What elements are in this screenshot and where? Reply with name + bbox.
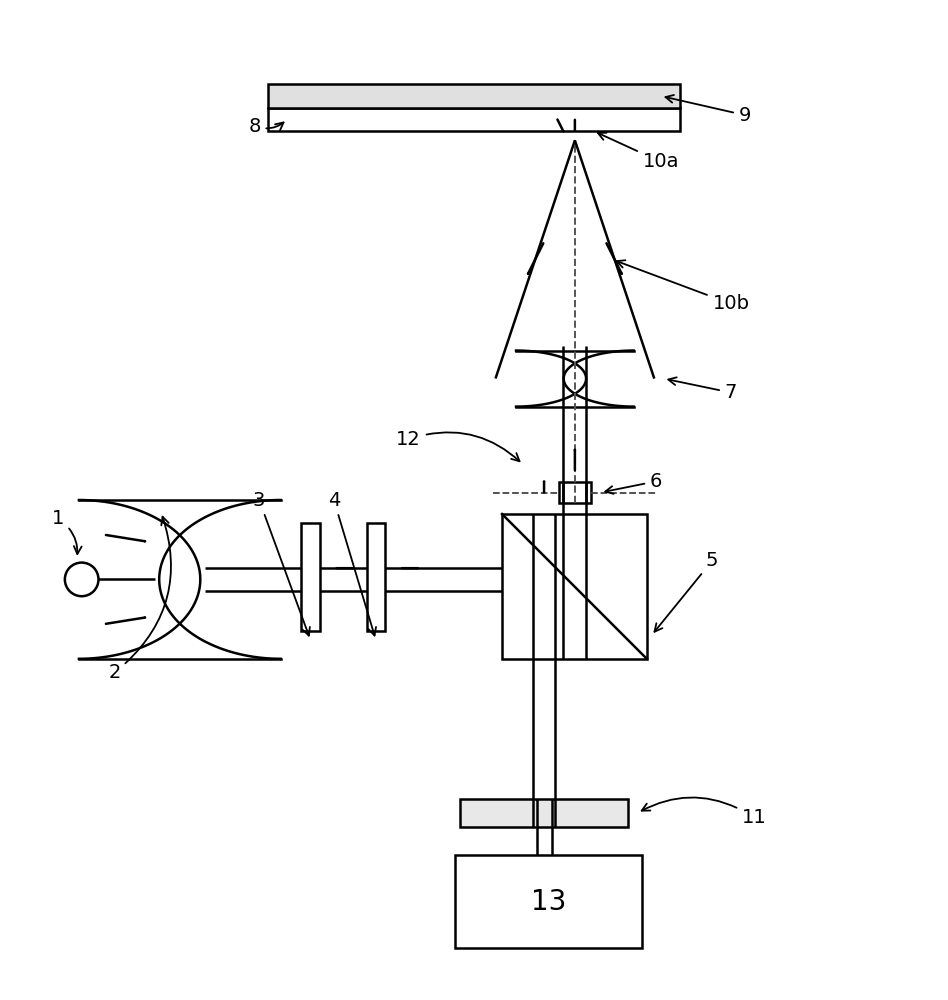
Text: 1: 1 (52, 509, 82, 554)
Text: 7: 7 (668, 377, 737, 402)
Text: 11: 11 (642, 797, 767, 827)
Text: 2: 2 (108, 517, 171, 682)
Text: 3: 3 (253, 490, 310, 636)
Bar (502, 514, 647, 659)
Text: 8: 8 (248, 117, 283, 136)
Bar (460, 799, 629, 827)
Bar (455, 855, 642, 948)
Bar (301, 523, 319, 631)
Text: 10a: 10a (598, 133, 679, 171)
Text: 9: 9 (665, 95, 751, 125)
Bar (268, 108, 680, 131)
Bar (268, 84, 680, 108)
Text: 6: 6 (605, 472, 663, 494)
Text: 5: 5 (654, 551, 719, 632)
Text: 4: 4 (328, 490, 376, 636)
Bar (367, 523, 385, 631)
Text: 10b: 10b (617, 260, 749, 313)
Text: 13: 13 (531, 888, 566, 916)
Text: 12: 12 (396, 430, 520, 461)
Bar (558, 482, 592, 503)
